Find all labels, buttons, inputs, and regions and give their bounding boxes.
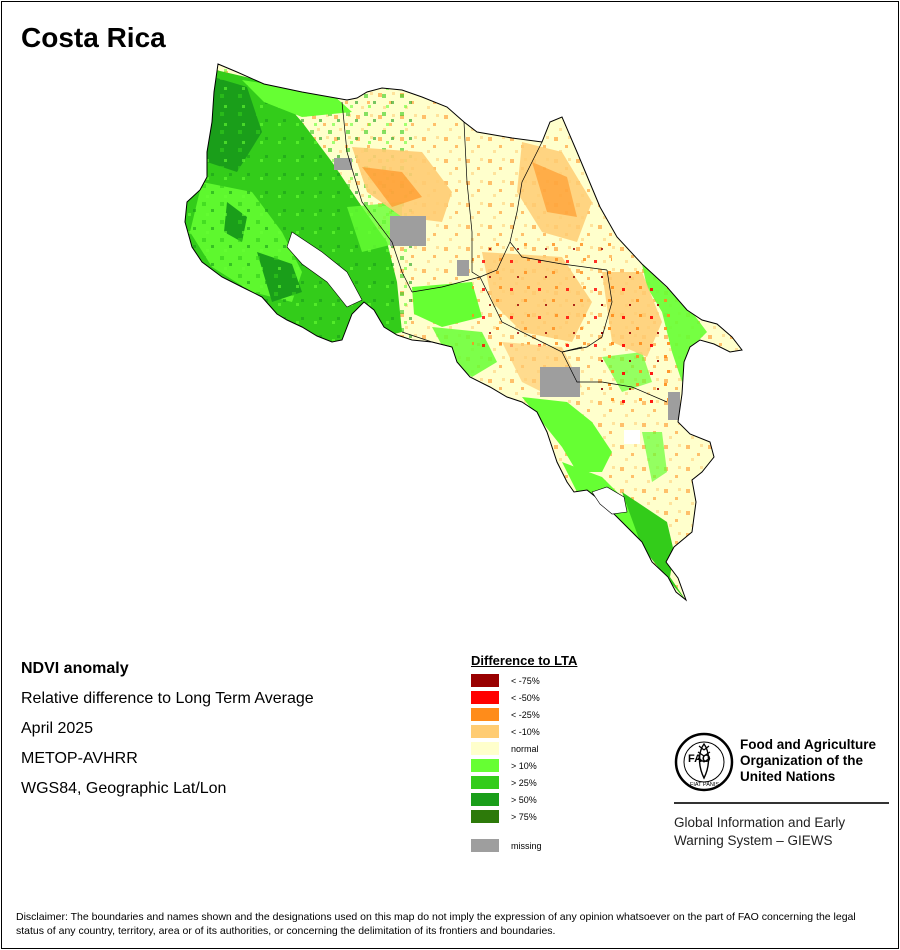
info-sensor: METOP-AVHRR bbox=[21, 750, 138, 767]
map-info: NDVI anomaly Relative difference to Long… bbox=[21, 658, 314, 808]
legend-label: < -50% bbox=[511, 692, 540, 703]
info-heading: NDVI anomaly bbox=[21, 660, 129, 677]
legend-item: < -50% bbox=[471, 689, 577, 706]
legend-title: Difference to LTA bbox=[471, 653, 578, 668]
legend-item-missing: missing bbox=[471, 837, 577, 854]
legend-swatch bbox=[471, 793, 499, 806]
fao-name-line2: Organization of the bbox=[740, 753, 863, 768]
legend-swatch bbox=[471, 776, 499, 789]
fao-name-line3: United Nations bbox=[740, 769, 836, 784]
legend-label: > 10% bbox=[511, 760, 537, 771]
giews-line1: Global Information and Early bbox=[674, 815, 846, 830]
legend: Difference to LTA < -75% < -50% < -25% < -1… bbox=[471, 653, 577, 854]
legend-item: < -10% bbox=[471, 723, 577, 740]
legend-item: normal bbox=[471, 740, 577, 757]
legend-label: < -10% bbox=[511, 726, 540, 737]
map-title: Costa Rica bbox=[21, 22, 166, 53]
legend-swatch bbox=[471, 691, 499, 704]
fao-logo-motto: FIAT PANIS bbox=[690, 782, 719, 788]
fao-logo-letters: FAO bbox=[688, 753, 711, 765]
legend-label: < -25% bbox=[511, 709, 540, 720]
legend-swatch bbox=[471, 725, 499, 738]
ndvi-anomaly-map bbox=[184, 63, 743, 602]
fao-divider bbox=[674, 802, 889, 804]
legend-swatch bbox=[471, 759, 499, 772]
legend-label: normal bbox=[511, 743, 539, 754]
legend-item: > 75% bbox=[471, 808, 577, 825]
legend-swatch-missing bbox=[471, 839, 499, 852]
giews-line2: Warning System – GIEWS bbox=[674, 833, 833, 848]
fao-name: Food and Agriculture Organization of the… bbox=[740, 737, 898, 785]
legend-items: < -75% < -50% < -25% < -10% normal > 10% > 25%… bbox=[471, 672, 577, 825]
fao-name-line1: Food and Agriculture bbox=[740, 737, 876, 752]
legend-label: > 50% bbox=[511, 794, 537, 805]
legend-label-missing: missing bbox=[511, 840, 542, 851]
legend-item: > 25% bbox=[471, 774, 577, 791]
legend-swatch bbox=[471, 674, 499, 687]
fao-logo-icon: FAO FIAT PANIS bbox=[674, 732, 734, 792]
legend-swatch bbox=[471, 708, 499, 721]
legend-item: > 50% bbox=[471, 791, 577, 808]
legend-swatch bbox=[471, 742, 499, 755]
info-date: April 2025 bbox=[21, 720, 94, 737]
province-boundaries bbox=[341, 101, 668, 403]
legend-item: < -75% bbox=[471, 672, 577, 689]
legend-swatch bbox=[471, 810, 499, 823]
info-projection: WGS84, Geographic Lat/Lon bbox=[21, 780, 227, 797]
giews-name: Global Information and Early Warning Sys… bbox=[674, 814, 894, 850]
legend-label: > 75% bbox=[511, 811, 537, 822]
legend-label: > 25% bbox=[511, 777, 537, 788]
legend-item: > 10% bbox=[471, 757, 577, 774]
legend-item: < -25% bbox=[471, 706, 577, 723]
disclaimer: Disclaimer: The boundaries and names sho… bbox=[16, 911, 856, 937]
legend-label: < -75% bbox=[511, 675, 540, 686]
info-subtitle: Relative difference to Long Term Average bbox=[21, 690, 314, 707]
ndvi-raster bbox=[185, 64, 742, 600]
